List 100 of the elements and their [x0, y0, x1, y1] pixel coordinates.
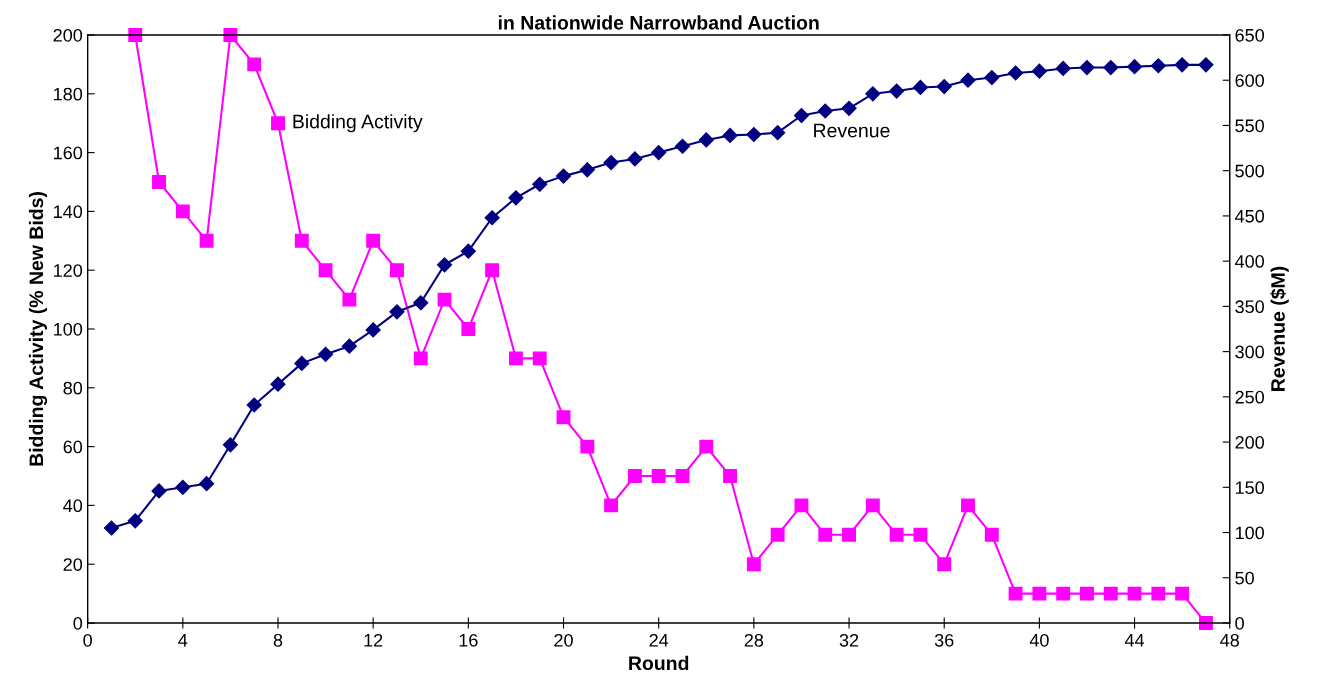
- x-tick-label: 12: [364, 633, 383, 647]
- point: [889, 527, 904, 542]
- point: [865, 498, 880, 513]
- point: [175, 479, 191, 495]
- y2-tick-label: 500: [1235, 164, 1265, 178]
- point: [1127, 586, 1142, 601]
- point: [841, 100, 857, 116]
- point: [984, 527, 999, 542]
- point: [389, 304, 405, 320]
- point: [961, 498, 975, 513]
- point: [437, 292, 452, 307]
- point: [1008, 586, 1023, 601]
- point: [675, 469, 690, 483]
- point: [865, 86, 881, 102]
- point: [294, 233, 309, 248]
- point: [913, 527, 928, 542]
- point: [294, 355, 310, 371]
- point: [960, 72, 976, 88]
- point: [1032, 586, 1047, 601]
- x-tick-label: 0: [83, 633, 92, 647]
- x-tick-label: 4: [178, 634, 188, 647]
- point: [604, 498, 619, 513]
- point: [793, 107, 810, 124]
- y-axis-title: Bidding Activity (% New Bids): [28, 192, 48, 466]
- point: [770, 125, 786, 141]
- y2-tick-label: 0: [1235, 616, 1244, 630]
- point: [318, 263, 333, 278]
- point: [770, 527, 785, 542]
- point: [603, 154, 619, 171]
- y-tick-label: 200: [53, 28, 83, 42]
- point: [1150, 58, 1166, 74]
- point: [127, 513, 143, 529]
- point: [937, 557, 952, 572]
- y-tick-label: 140: [54, 205, 83, 219]
- y2-tick-label: 450: [1235, 209, 1265, 223]
- x-tick-label: 28: [744, 633, 764, 647]
- y2-axis-title: Revenue ($M): [1270, 266, 1289, 391]
- point: [1056, 586, 1071, 601]
- y2-tick-label: 250: [1235, 390, 1265, 404]
- point: [722, 127, 738, 143]
- point: [579, 162, 595, 178]
- point: [627, 151, 643, 167]
- point: [1103, 586, 1118, 601]
- point: [365, 322, 381, 338]
- point: [1198, 57, 1214, 73]
- y2-tick-label: 150: [1235, 481, 1265, 495]
- point: [651, 469, 666, 483]
- y-tick-label: 160: [54, 146, 83, 160]
- point: [1175, 586, 1190, 601]
- point: [413, 295, 429, 311]
- x-tick-label: 24: [649, 633, 669, 647]
- y2-tick-label: 350: [1235, 300, 1265, 314]
- point: [103, 520, 120, 536]
- point: [532, 176, 548, 192]
- series-label: Revenue: [814, 123, 890, 138]
- point: [746, 126, 762, 143]
- y2-tick-label: 600: [1235, 74, 1265, 87]
- point: [390, 263, 404, 278]
- point: [152, 175, 166, 189]
- point: [1126, 59, 1143, 75]
- y-tick-label: 80: [63, 381, 83, 395]
- point: [794, 498, 809, 513]
- point: [1103, 59, 1119, 76]
- point: [461, 322, 476, 336]
- point: [1151, 586, 1166, 601]
- point: [818, 527, 833, 542]
- point: [222, 437, 238, 453]
- y2-tick-label: 100: [1235, 526, 1265, 540]
- series-label: Bidding Activity: [293, 114, 423, 133]
- point: [532, 351, 547, 366]
- y2-tick-label: 650: [1235, 28, 1265, 42]
- point: [912, 79, 928, 96]
- y2-tick-label: 50: [1235, 571, 1254, 585]
- point: [151, 483, 167, 499]
- point: [984, 69, 1000, 86]
- x-tick-label: 40: [1029, 633, 1049, 647]
- point: [270, 376, 286, 392]
- point: [485, 263, 500, 278]
- point: [1080, 586, 1094, 601]
- point: [1174, 57, 1190, 73]
- x-tick-label: 16: [459, 633, 478, 647]
- point: [627, 469, 642, 483]
- point: [413, 351, 428, 366]
- point: [318, 346, 334, 362]
- y-tick-label: 20: [63, 558, 83, 571]
- y2-tick-label: 400: [1235, 255, 1265, 268]
- y-tick-label: 180: [54, 87, 83, 101]
- x-tick-label: 36: [934, 633, 954, 647]
- point: [342, 292, 357, 307]
- point: [175, 204, 190, 219]
- x-axis-title: Round: [629, 655, 689, 671]
- point: [723, 469, 738, 483]
- point: [580, 439, 595, 454]
- x-tick-label: 8: [273, 633, 283, 647]
- point: [555, 168, 572, 184]
- point: [842, 527, 856, 542]
- y-tick-label: 120: [54, 264, 83, 277]
- x-tick-label: 32: [839, 633, 859, 647]
- point: [1031, 63, 1047, 79]
- point: [199, 233, 214, 248]
